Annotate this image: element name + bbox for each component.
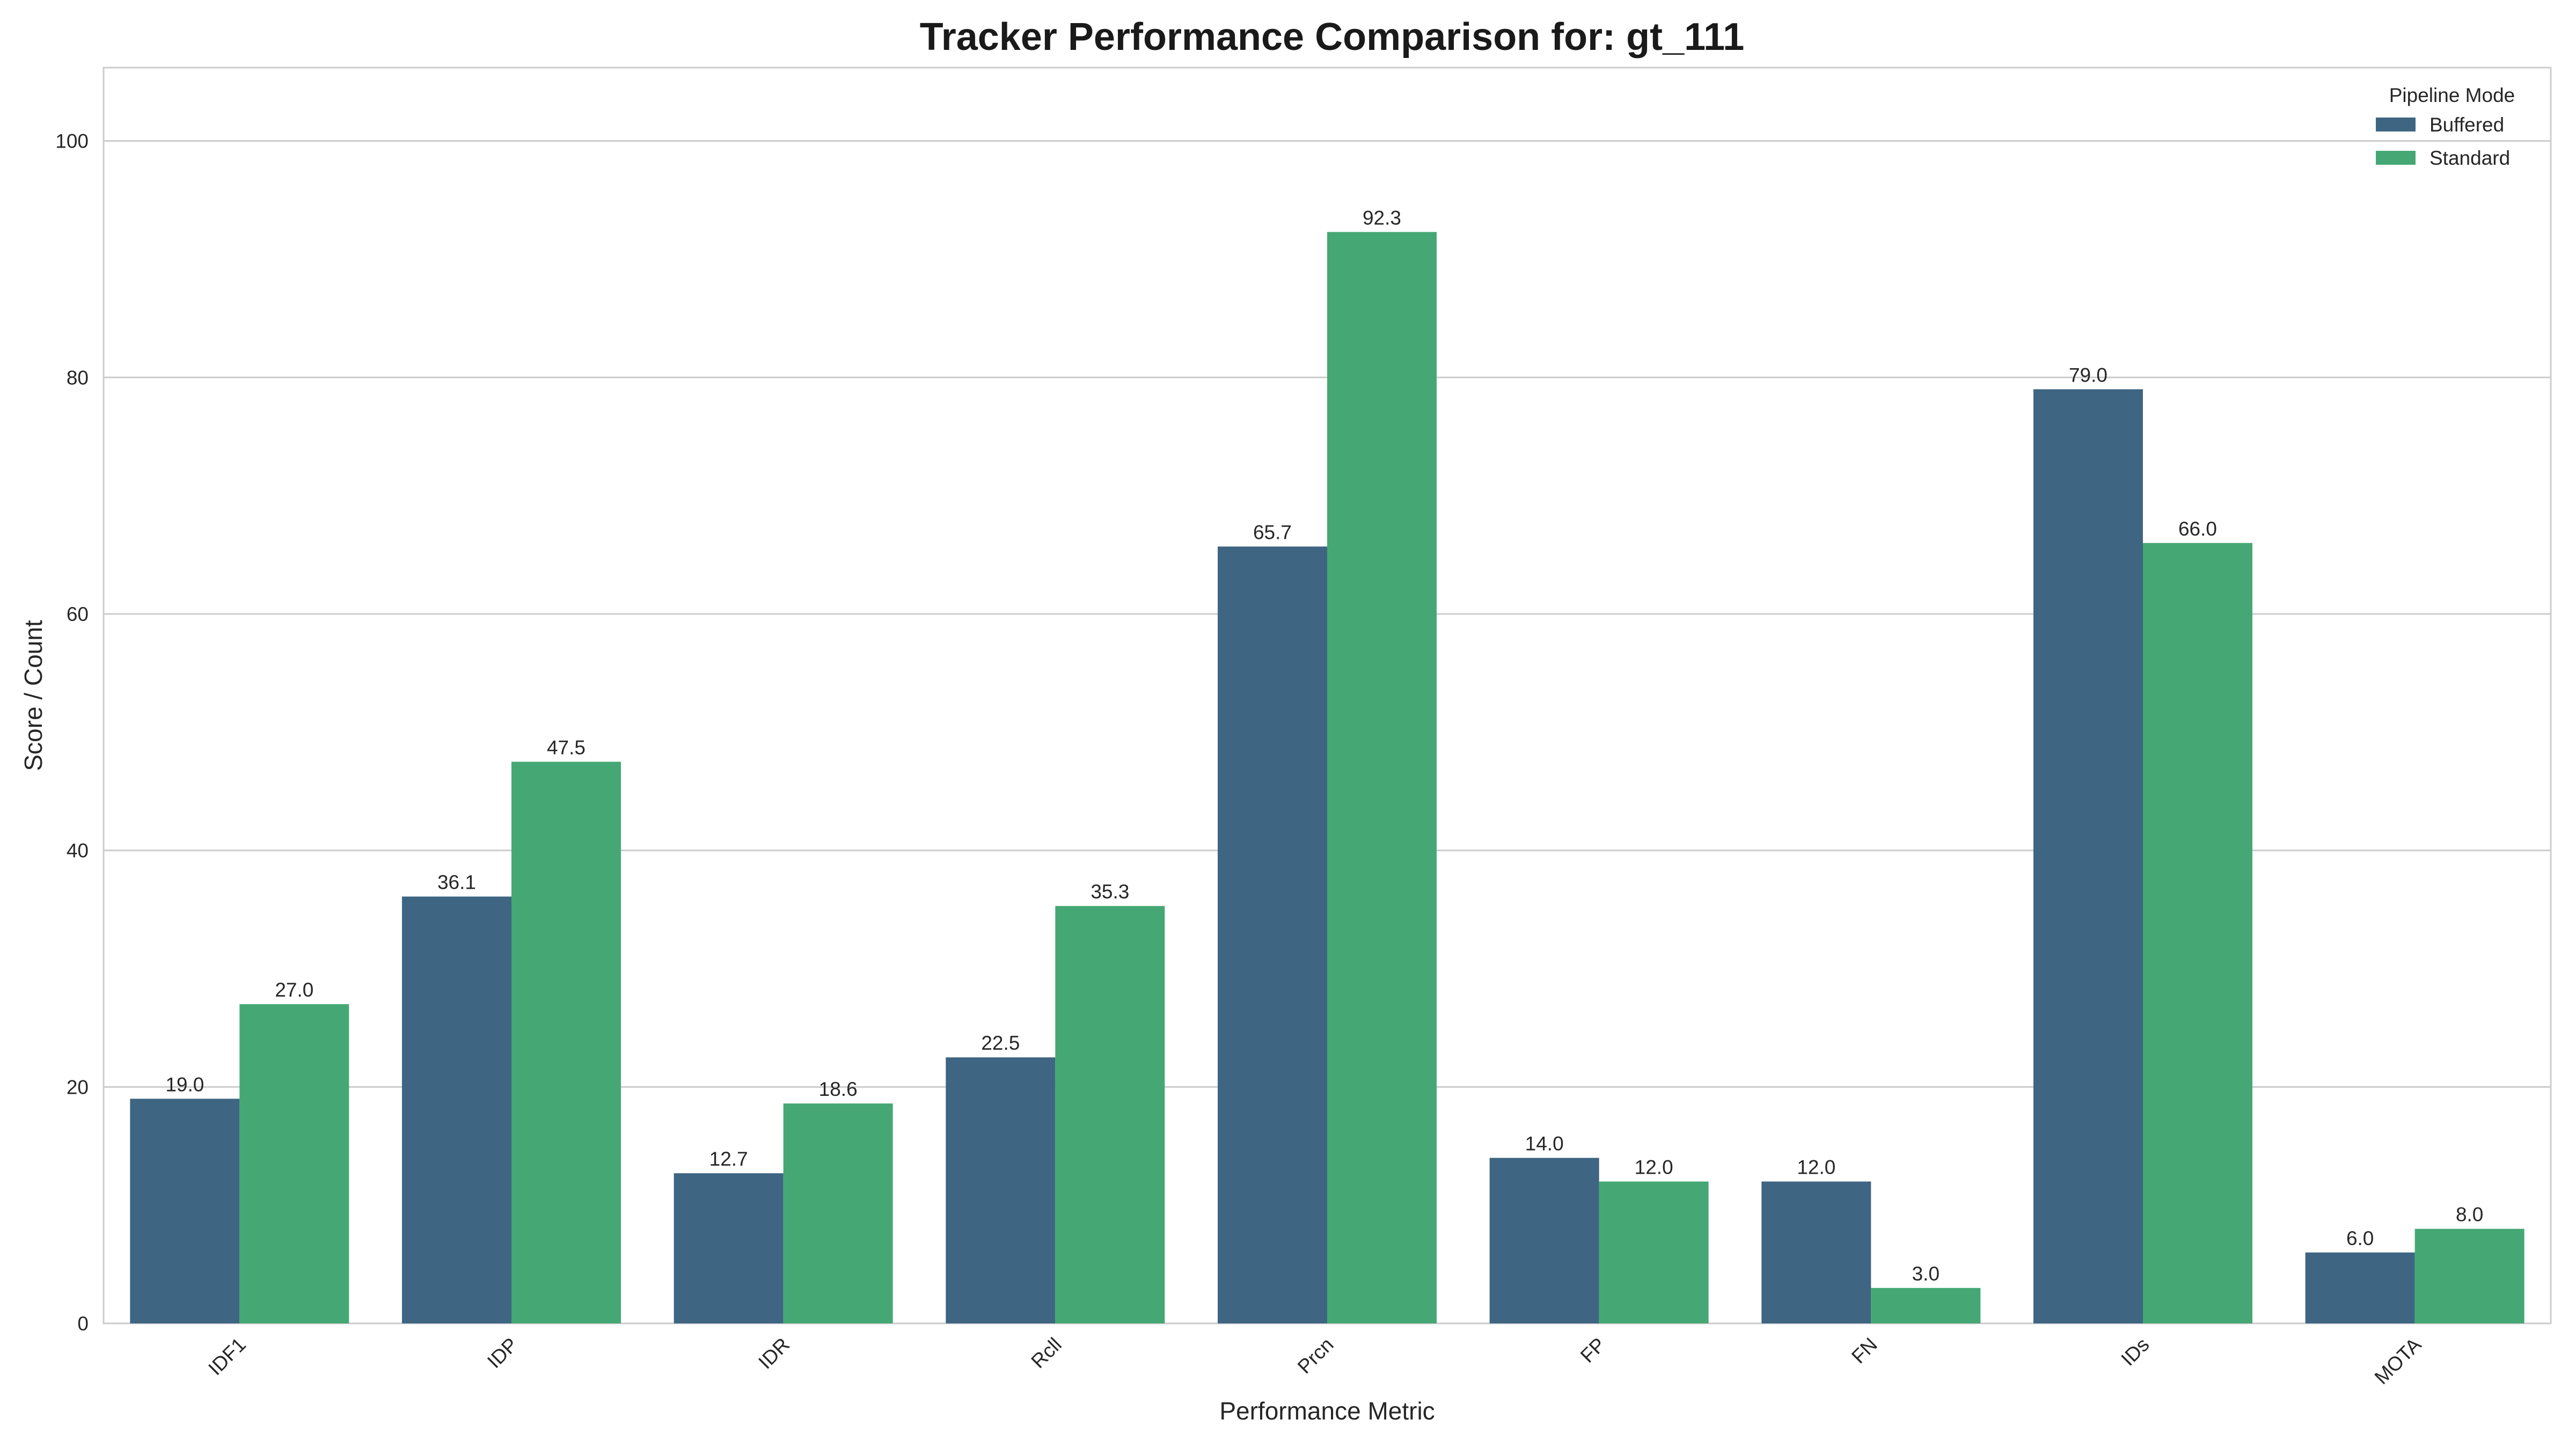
y-tick-label: 0 [77, 1313, 89, 1335]
data-label: 47.5 [547, 736, 586, 758]
legend: Pipeline Mode Buffered Standard [2376, 84, 2515, 169]
data-label: 6.0 [2346, 1227, 2374, 1249]
data-label: 12.0 [1797, 1157, 1835, 1179]
x-axis-label: Performance Metric [1219, 1397, 1435, 1425]
bar-standard-fn [1871, 1287, 1981, 1323]
x-tick-label: IDs [2117, 1334, 2153, 1370]
bar-standard-idr [783, 1103, 893, 1323]
data-label: 12.0 [1635, 1157, 1673, 1179]
y-tick-label: 100 [55, 130, 89, 152]
y-tick-label: 40 [67, 840, 89, 862]
legend-label-buffered: Buffered [2429, 114, 2504, 136]
data-labels: 19.0 27.0 36.1 47.5 12.7 18.6 22.5 35.3 65.7 92.3… [165, 207, 2483, 1285]
bars [130, 232, 2524, 1324]
data-label: 12.7 [709, 1148, 748, 1170]
bar-buffered-mota [2305, 1252, 2415, 1323]
bar-standard-fp [1599, 1181, 1709, 1323]
bar-buffered-fn [1761, 1181, 1871, 1323]
bar-standard-rcll [1055, 906, 1165, 1323]
data-label: 66.0 [2178, 518, 2217, 540]
data-label: 3.0 [1912, 1263, 1940, 1285]
bar-standard-idp [511, 762, 621, 1323]
data-label: 22.5 [981, 1032, 1020, 1054]
legend-label-standard: Standard [2429, 147, 2510, 169]
x-tick-label: Rcll [1027, 1334, 1066, 1373]
bar-buffered-ids [2033, 389, 2143, 1323]
bar-buffered-rcll [946, 1057, 1056, 1323]
data-label: 92.3 [1363, 207, 1401, 229]
x-axis-ticks: IDF1 IDP IDR Rcll Prcn FP FN IDs MOTA [204, 1333, 2425, 1388]
data-label: 14.0 [1525, 1133, 1564, 1155]
data-label: 18.6 [819, 1078, 858, 1100]
y-tick-label: 60 [67, 603, 89, 625]
legend-swatch-standard [2376, 151, 2416, 165]
bar-standard-mota [2414, 1228, 2524, 1323]
x-tick-label: MOTA [2370, 1333, 2426, 1388]
y-tick-label: 20 [67, 1076, 89, 1098]
data-label: 19.0 [165, 1073, 204, 1095]
bar-buffered-fp [1489, 1158, 1599, 1323]
bar-buffered-idp [402, 896, 511, 1323]
x-tick-label: IDP [483, 1334, 522, 1373]
x-tick-label: IDR [754, 1334, 794, 1373]
x-tick-label: Prcn [1293, 1334, 1338, 1378]
x-tick-label: FN [1847, 1334, 1882, 1368]
legend-title: Pipeline Mode [2389, 84, 2515, 106]
y-axis-ticks: 0 20 40 60 80 100 [55, 130, 89, 1335]
bar-standard-prcn [1327, 232, 1437, 1323]
bar-buffered-idr [674, 1173, 784, 1323]
x-tick-label: IDF1 [204, 1334, 250, 1380]
bar-standard-idf1 [239, 1004, 349, 1323]
data-label: 35.3 [1091, 881, 1129, 903]
bar-buffered-idf1 [130, 1099, 240, 1323]
bar-buffered-prcn [1218, 546, 1327, 1324]
data-label: 79.0 [2069, 364, 2107, 386]
data-label: 8.0 [2456, 1204, 2483, 1226]
y-axis-label: Score / Count [19, 620, 47, 771]
legend-swatch-buffered [2376, 118, 2416, 131]
x-tick-label: FP [1576, 1334, 1609, 1367]
data-label: 36.1 [437, 872, 476, 894]
chart-title: Tracker Performance Comparison for: gt_1… [919, 16, 1745, 58]
y-tick-label: 80 [67, 367, 89, 389]
data-label: 65.7 [1253, 521, 1292, 543]
data-label: 27.0 [275, 979, 313, 1001]
bar-standard-ids [2143, 543, 2252, 1323]
